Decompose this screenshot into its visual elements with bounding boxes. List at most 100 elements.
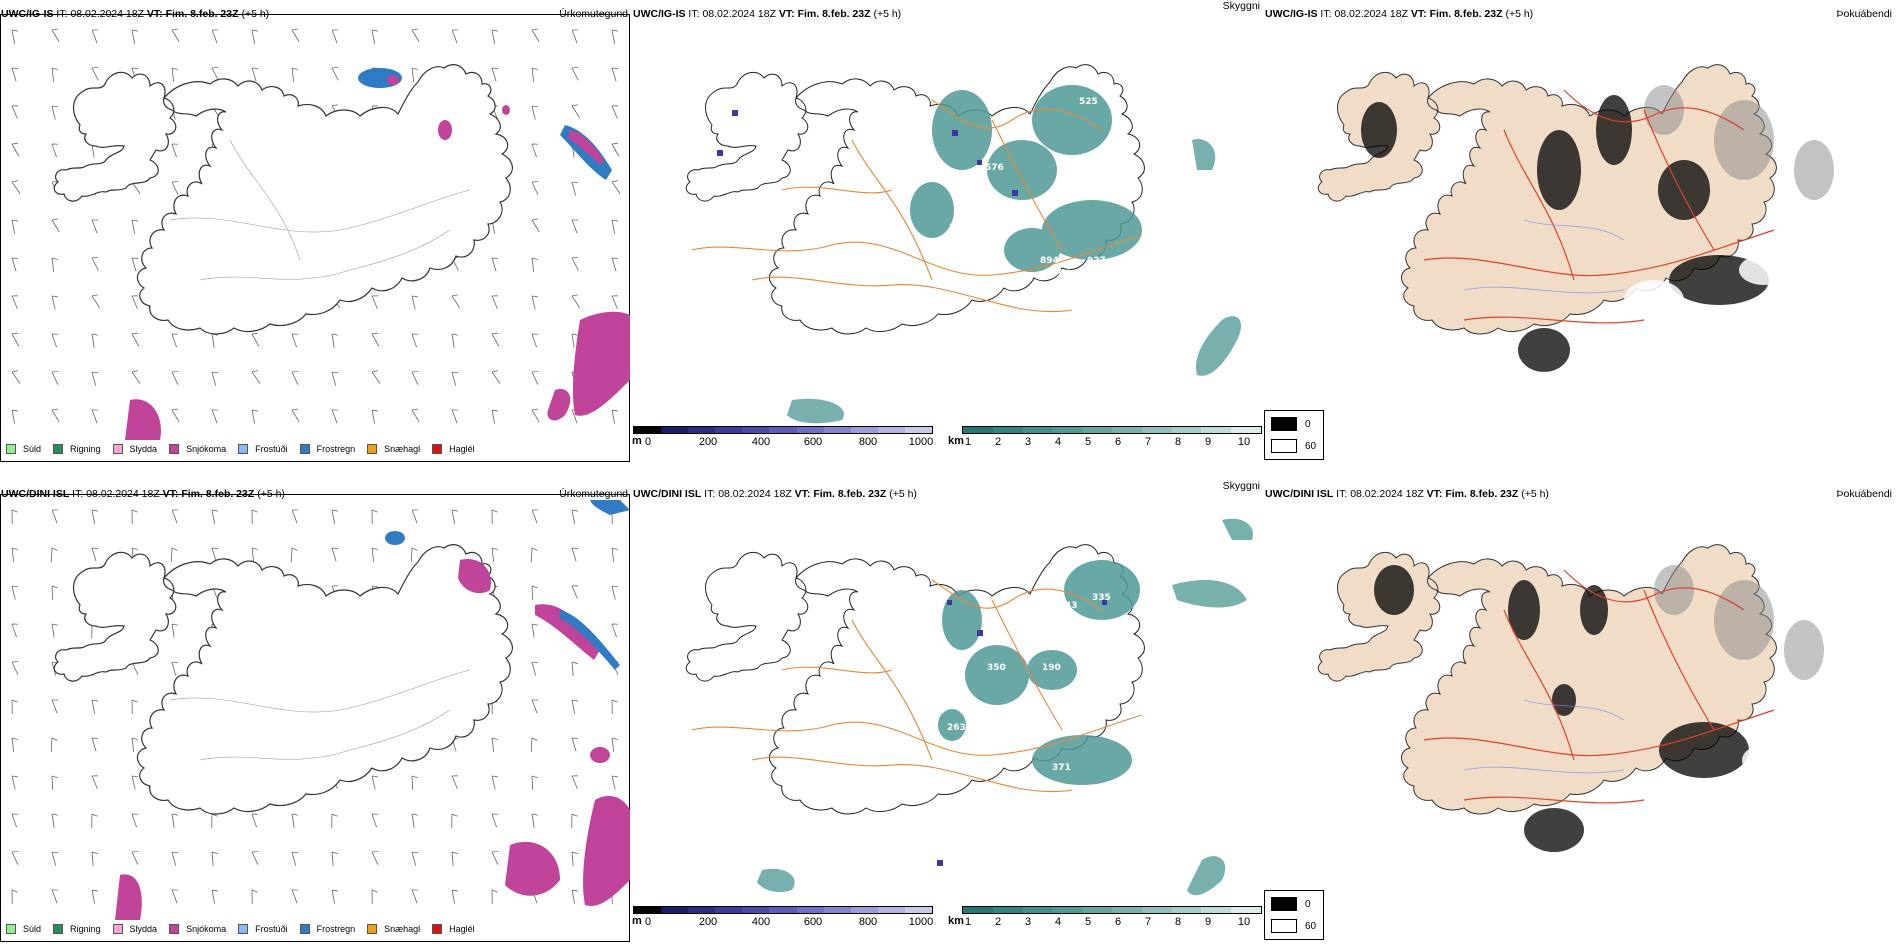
wind-barb xyxy=(171,509,178,524)
wind-barb xyxy=(411,333,417,348)
wind-barb xyxy=(571,661,574,676)
wind-barb-flag xyxy=(291,28,298,31)
svg-text:894: 894 xyxy=(1040,256,1059,266)
fog-legend: 0 60 xyxy=(1264,410,1324,460)
wind-barb-flag xyxy=(171,851,179,854)
wind-barb xyxy=(171,409,180,423)
panel-visibility-dini: UWC/DINI ISL IT: 08.02.2024 18Z VT: Fim.… xyxy=(632,480,1262,942)
wind-barb xyxy=(411,851,417,866)
wind-barb-flag xyxy=(91,813,98,817)
wind-barb-flag xyxy=(331,104,338,107)
wind-barb xyxy=(611,295,618,310)
wind-barb xyxy=(571,775,578,790)
svg-text:504: 504 xyxy=(1052,269,1071,279)
wind-barb xyxy=(211,851,214,866)
wind-barb xyxy=(91,851,94,866)
wind-barb-flag xyxy=(51,408,58,411)
wind-barb xyxy=(611,585,616,600)
wind-barb xyxy=(11,547,15,562)
wind-barb-flag xyxy=(491,370,498,373)
wind-barb-flag xyxy=(251,547,258,550)
wind-barb-flag xyxy=(571,889,578,892)
wind-barb-flag xyxy=(51,851,59,854)
wind-barb xyxy=(171,813,175,828)
wind-barb-flag xyxy=(131,370,138,373)
wind-barb-flag xyxy=(571,509,578,512)
wind-barb-flag xyxy=(51,257,58,260)
wind-barb-flag xyxy=(531,28,538,31)
fog-swatch xyxy=(1271,439,1297,453)
wind-barb xyxy=(410,547,413,563)
wind-barb xyxy=(91,889,96,904)
wind-barb-flag xyxy=(171,408,178,411)
wind-barb-flag xyxy=(171,623,178,626)
wind-barb xyxy=(331,851,334,866)
svg-text:43: 43 xyxy=(1065,601,1078,611)
svg-text:734: 734 xyxy=(948,171,967,181)
wind-barb xyxy=(331,67,339,81)
wind-barb xyxy=(371,371,381,384)
wind-barb xyxy=(51,67,55,82)
svg-text:732: 732 xyxy=(957,198,976,208)
wind-barb-flag xyxy=(91,699,98,702)
wind-barb-flag xyxy=(51,775,58,779)
svg-text:927: 927 xyxy=(1087,256,1106,266)
wind-barb-flag xyxy=(531,408,538,411)
wind-barb xyxy=(411,813,415,828)
wind-barb xyxy=(11,371,21,384)
wind-barb xyxy=(571,333,575,348)
panel-title: Þokuábendi xyxy=(1836,8,1892,20)
wind-barb xyxy=(11,851,19,865)
wind-barb xyxy=(371,547,375,562)
wind-barb xyxy=(531,333,537,348)
legend-swatch xyxy=(432,444,443,454)
wind-barb xyxy=(531,585,534,601)
precip-type-map xyxy=(11,500,630,920)
wind-barb xyxy=(331,509,336,524)
wind-barb-flag xyxy=(251,409,258,412)
wind-barb xyxy=(171,67,175,82)
wind-barb xyxy=(491,29,496,44)
wind-barb xyxy=(491,813,497,828)
wind-barb xyxy=(331,371,337,386)
wind-barb-flag xyxy=(491,509,498,513)
legend-swatch xyxy=(169,924,180,934)
wind-barb-flag xyxy=(531,661,539,664)
panel-title: Þokuábendi xyxy=(1836,488,1892,500)
wind-barb-flag xyxy=(291,851,299,854)
svg-text:525: 525 xyxy=(1079,97,1098,107)
wind-barb-flag xyxy=(371,370,378,373)
legend-swatch xyxy=(367,924,378,934)
precip-blobs xyxy=(125,68,630,440)
wind-barb xyxy=(371,775,376,790)
wind-barb xyxy=(171,371,179,385)
wind-barb-flag xyxy=(611,409,618,412)
wind-barb xyxy=(91,699,96,714)
legend-swatch xyxy=(238,444,249,454)
wind-barb xyxy=(531,813,535,828)
wind-barb-flag xyxy=(371,547,378,550)
precip-blobs xyxy=(115,500,630,920)
wind-barb-flag xyxy=(171,813,178,816)
wind-barb xyxy=(611,257,617,272)
wind-barb-flag xyxy=(611,699,618,703)
wind-barb xyxy=(531,143,537,158)
wind-barb xyxy=(611,29,616,44)
wind-barb xyxy=(51,257,55,272)
wind-barb xyxy=(611,623,617,638)
wind-barb xyxy=(51,813,55,828)
wind-barb xyxy=(491,333,500,347)
panel-visibility-ig: UWC/IG-IS IT: 08.02.2024 18Z VT: Fim. 8.… xyxy=(632,0,1262,462)
wind-barb-flag xyxy=(211,67,219,69)
wind-barb-flag xyxy=(491,547,498,550)
wind-barb xyxy=(531,295,536,310)
wind-barb xyxy=(131,371,141,384)
panel-title: Úrkomutegund xyxy=(559,8,628,20)
wind-barb xyxy=(51,623,55,638)
wind-barb xyxy=(571,585,578,600)
wind-barb xyxy=(51,295,56,310)
panel-header: UWC/IG-IS IT: 08.02.2024 18Z VT: Fim. 8.… xyxy=(1265,8,1534,20)
wind-barb xyxy=(491,295,498,310)
wind-barb-flag xyxy=(571,104,578,107)
wind-barb-flag xyxy=(531,295,538,298)
